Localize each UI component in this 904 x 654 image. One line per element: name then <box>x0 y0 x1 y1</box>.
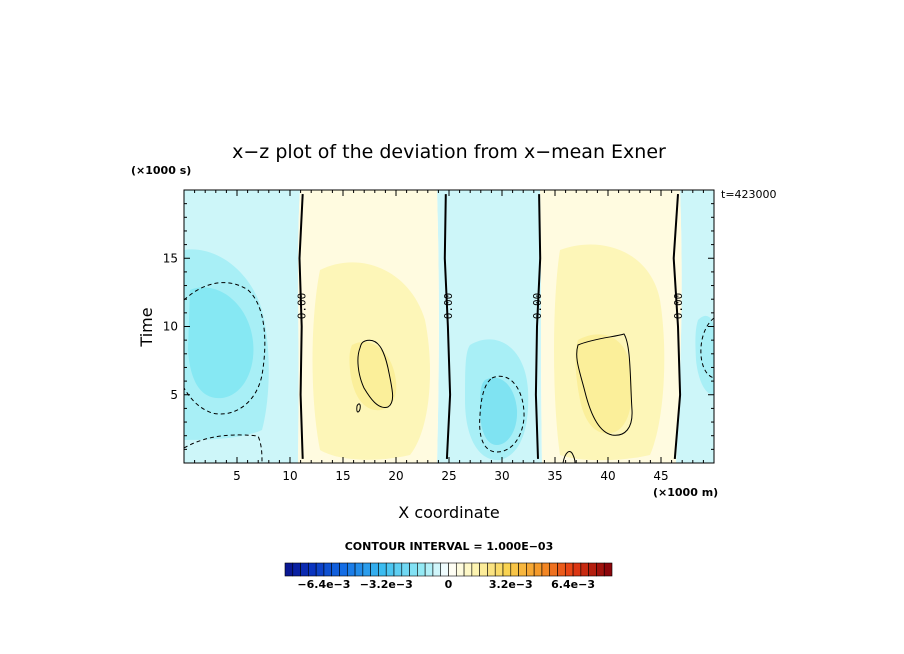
zero-contour-line <box>298 194 304 459</box>
colorbar-cell <box>564 562 574 577</box>
colorbar-cell <box>510 562 519 577</box>
colorbar-cell <box>603 562 613 577</box>
y-axis-label: Time <box>137 307 156 347</box>
colorbar-cell <box>362 562 371 577</box>
pos-contour-bottom <box>562 451 576 463</box>
colorbar-tick-label: 6.4e−3 <box>551 578 595 591</box>
negative-region-right <box>676 190 714 463</box>
zero-contour-label: 0.00 <box>442 293 455 320</box>
neg-contour-left-lower <box>184 434 263 463</box>
zero-contour-label: 0.00 <box>672 293 685 320</box>
colorbar-cell <box>417 562 426 577</box>
x-tick-label: 25 <box>441 469 456 483</box>
colorbar-labels: −6.4e−3 −3.2e−3 0 3.2e−3 6.4e−3 <box>297 578 595 591</box>
negative-region-left-core <box>188 287 254 399</box>
colorbar-cell <box>518 562 527 577</box>
colorbar-tick-label: 3.2e−3 <box>489 578 533 591</box>
colorbar-cell <box>557 562 566 577</box>
filled-field <box>184 190 714 463</box>
x-tick-label: 20 <box>388 469 403 483</box>
zero-contour-label: 0.00 <box>531 293 544 320</box>
y-tick-label: 5 <box>170 388 178 402</box>
colorbar <box>284 562 613 577</box>
y-tick-label: 10 <box>163 320 178 334</box>
y-axis: 5 10 15 <box>163 203 714 450</box>
colorbar-cell <box>378 562 387 577</box>
colorbar-cell <box>308 562 317 577</box>
colorbar-cell <box>596 562 605 577</box>
contour-interval-text: CONTOUR INTERVAL = 1.000E−03 <box>345 540 554 553</box>
neg-contour-center <box>479 375 525 453</box>
x-axis: 5 10 15 20 25 30 35 40 45 <box>194 190 704 483</box>
colorbar-cell <box>385 562 395 577</box>
x-tick-label: 30 <box>494 469 509 483</box>
colorbar-cell <box>494 562 504 577</box>
colorbar-cell <box>455 562 465 577</box>
zero-contour-line <box>534 194 542 459</box>
neg-contour-right <box>700 317 714 379</box>
zero-contour-line <box>443 194 452 459</box>
x-axis-label: X coordinate <box>398 503 499 522</box>
colorbar-cell <box>526 562 535 577</box>
zero-contour-line <box>672 194 682 459</box>
zero-contour-label: 0.00 <box>296 293 309 320</box>
colorbar-cell <box>284 562 294 577</box>
contour-lines <box>184 282 714 463</box>
x-tick-label: 35 <box>547 469 562 483</box>
colorbar-cell <box>533 562 543 577</box>
x-unit-label: (×1000 m) <box>653 486 718 499</box>
y-tick-label: 15 <box>163 251 178 265</box>
zero-contour-labels: 0.00 0.00 0.00 0.00 <box>296 293 685 320</box>
colorbar-cell <box>401 562 410 577</box>
colorbar-cell <box>292 562 301 577</box>
colorbar-cell <box>549 562 558 577</box>
colorbar-cell <box>502 562 512 577</box>
colorbar-cell <box>370 562 379 577</box>
neg-contour-left-upper <box>184 282 266 415</box>
colorbar-cell <box>588 562 597 577</box>
y-unit-label: (×1000 s) <box>131 164 191 177</box>
time-stamp: t=423000 <box>721 188 777 201</box>
pos-contour-left <box>357 339 394 408</box>
pos-contour-left-small <box>356 403 361 413</box>
colorbar-cell <box>448 562 457 577</box>
x-tick-label: 45 <box>653 469 668 483</box>
colorbar-cell <box>393 562 403 577</box>
colorbar-cell <box>479 562 488 577</box>
positive-region-left-core <box>349 341 397 411</box>
colorbar-cell <box>487 562 496 577</box>
pos-contour-right <box>576 333 633 436</box>
x-tick-label: 40 <box>600 469 615 483</box>
colorbar-tick-label: −6.4e−3 <box>297 578 350 591</box>
colorbar-cell <box>424 562 434 577</box>
chart-title: x−z plot of the deviation from x−mean Ex… <box>232 141 666 163</box>
colorbar-tick-label: −3.2e−3 <box>360 578 413 591</box>
x-tick-label: 5 <box>233 469 241 483</box>
colorbar-cell <box>440 562 449 577</box>
colorbar-cell <box>300 562 309 577</box>
colorbar-cell <box>315 562 325 577</box>
colorbar-cell <box>331 562 340 577</box>
colorbar-cell <box>572 562 582 577</box>
colorbar-cell <box>432 562 442 577</box>
colorbar-cell <box>346 562 356 577</box>
x-tick-label: 15 <box>335 469 350 483</box>
colorbar-cell <box>463 562 473 577</box>
colorbar-cell <box>354 562 364 577</box>
colorbar-cell <box>323 562 333 577</box>
zero-contours <box>298 194 682 459</box>
colorbar-cell <box>471 562 480 577</box>
x-tick-label: 10 <box>282 469 297 483</box>
colorbar-cell <box>409 562 418 577</box>
colorbar-tick-label: 0 <box>445 578 453 591</box>
negative-region-center-core <box>480 377 518 445</box>
colorbar-cell <box>541 562 551 577</box>
colorbar-cell <box>339 562 348 577</box>
colorbar-cell <box>580 562 589 577</box>
